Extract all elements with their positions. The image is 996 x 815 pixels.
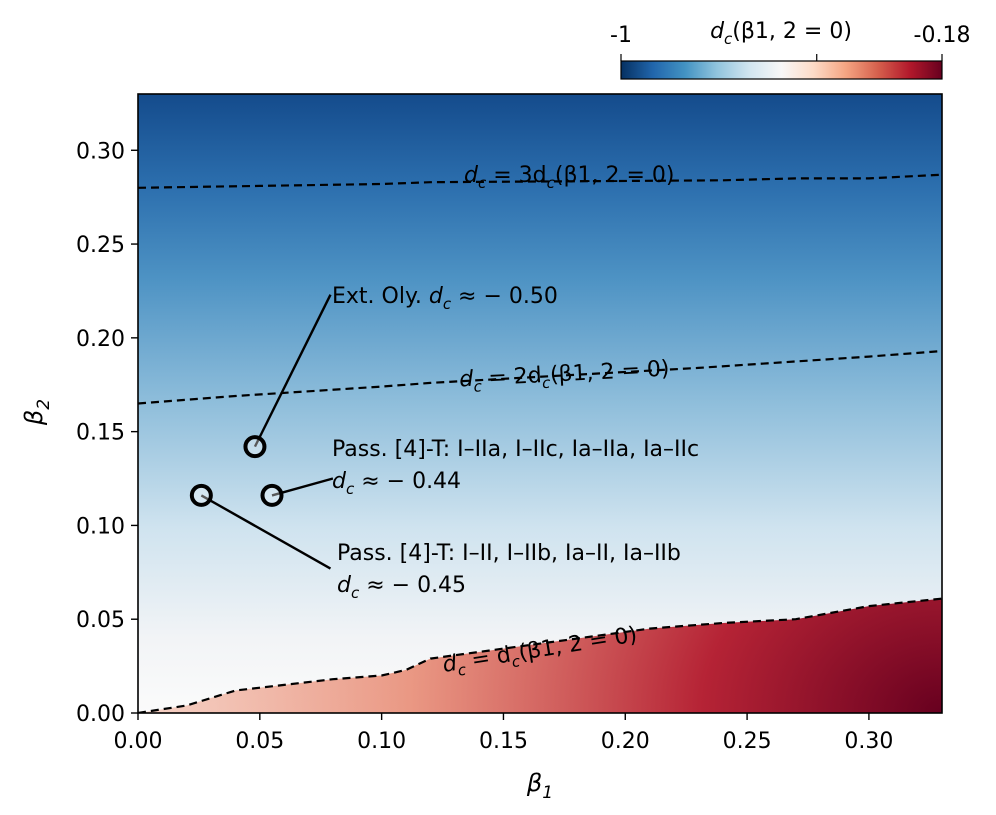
colorbar-title-var: d <box>710 19 725 44</box>
contour-line-2 <box>138 349 942 405</box>
marker-ext-oly <box>243 435 267 459</box>
x-tick-label: 0.05 <box>235 729 284 754</box>
colorbar-bar <box>620 60 943 80</box>
x-axis: 0.00 0.05 0.10 0.15 0.20 0.25 0.30 <box>114 713 893 754</box>
colorbar-title-rest: (β1, 2 = 0) <box>732 19 852 44</box>
x-tick-label: 0.00 <box>114 729 163 754</box>
contour-lines <box>138 173 942 713</box>
y-tick-label: 0.00 <box>76 702 125 727</box>
x-tick-label: 0.15 <box>479 729 528 754</box>
contour-label-3: dc = 3dc(β1, 2 = 0) <box>464 163 674 192</box>
marker-leader-ext-oly <box>253 294 332 448</box>
marker-pass-4t-i-iia <box>260 483 284 507</box>
contour-label-2: dc = 2dc(β1, 2 = 0) <box>459 357 671 397</box>
y-axis-title: β2 <box>20 399 54 426</box>
x-tick-label: 0.30 <box>844 729 893 754</box>
x-axis-title: β1 <box>526 769 553 803</box>
annotation-pass-4t-i-iia-line2: dc ≈ − 0.44 <box>332 469 461 498</box>
annotation-pass-4t-i-ii-line1: Pass. [4]-T: I–II, I–IIb, Ia–II, Ia–IIb <box>337 541 681 566</box>
plot-frame <box>137 93 943 714</box>
y-tick-label: 0.10 <box>76 514 125 539</box>
y-tick-label: 0.15 <box>76 421 125 446</box>
y-tick-label: 0.30 <box>76 139 125 164</box>
contour-line-1 <box>138 597 942 713</box>
annotation-ext-oly-line1: Ext. Oly. dc ≈ − 0.50 <box>332 284 558 313</box>
markers: Ext. Oly. dc ≈ − 0.50 Pass. [4]-T: I–IIa,… <box>189 284 699 602</box>
marker-leader-pass-4t-i-ii <box>200 494 332 570</box>
x-tick-label: 0.20 <box>601 729 650 754</box>
marker-pass-4t-i-ii <box>189 483 213 507</box>
colorbar-title-sub: c <box>724 30 733 48</box>
y-tick-label: 0.05 <box>76 608 125 633</box>
y-tick-label: 0.25 <box>76 233 125 258</box>
y-axis: 0.00 0.05 0.10 0.15 0.20 0.25 0.30 <box>76 139 138 727</box>
y-tick-label: 0.20 <box>76 327 125 352</box>
colorbar-title: dc(β1, 2 = 0) <box>710 19 852 48</box>
heatmap-field <box>138 94 942 713</box>
x-tick-label: 0.10 <box>357 729 406 754</box>
annotation-pass-4t-i-iia-line1: Pass. [4]-T: I–IIa, I–IIc, Ia–IIa, Ia–II… <box>332 437 699 462</box>
colorbar: -1 -0.18 dc(β1, 2 = 0) <box>610 19 971 80</box>
colorbar-max-label: -0.18 <box>914 23 971 48</box>
x-tick-label: 0.25 <box>723 729 772 754</box>
annotation-pass-4t-i-ii-line2: dc ≈ − 0.45 <box>337 573 466 602</box>
contour-line-3 <box>138 173 942 189</box>
colorbar-min-label: -1 <box>610 23 632 48</box>
